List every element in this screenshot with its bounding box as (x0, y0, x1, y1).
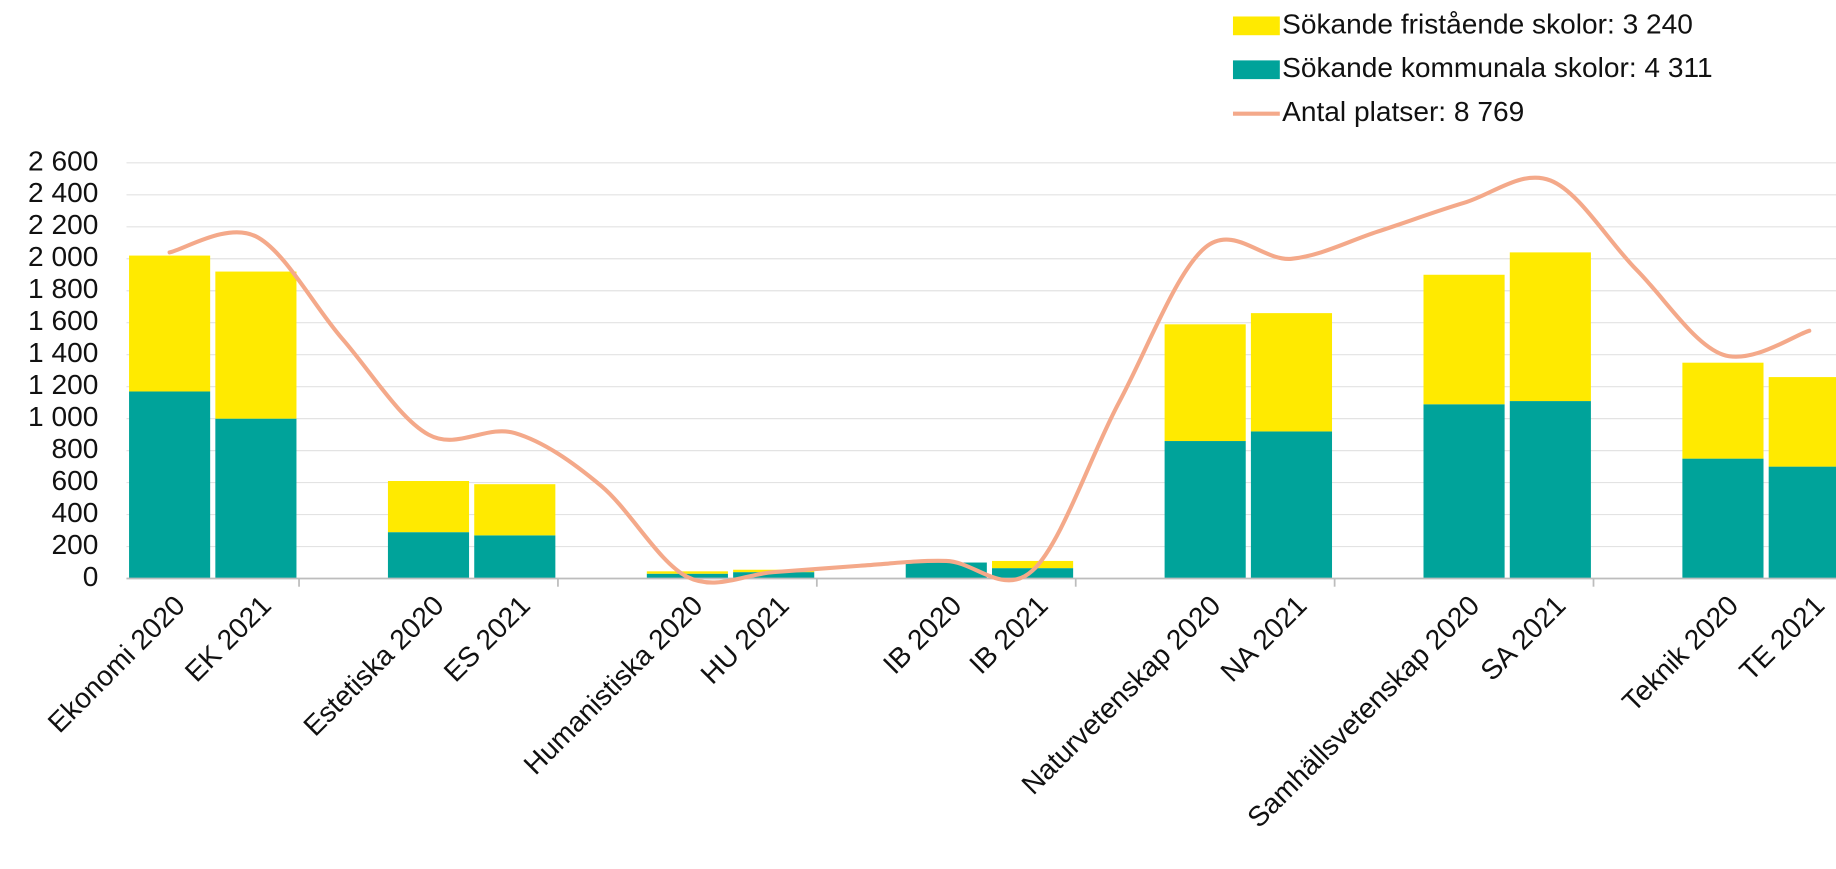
bar (387, 480, 470, 533)
bar (646, 571, 728, 574)
legend-label: Antal platser: 8 769 (1282, 96, 1524, 127)
bar (1509, 401, 1591, 579)
bar (129, 391, 211, 579)
bar (1768, 377, 1836, 467)
bar (1768, 466, 1836, 579)
line (167, 175, 1812, 585)
x-tick-label: Estetiska 2020 (297, 590, 449, 742)
x-tick-label: ES 2021 (438, 590, 536, 688)
bar (474, 484, 556, 536)
x-tick-label: TE 2021 (1733, 590, 1830, 687)
legend-label: Sökande kommunala skolor: 4 311 (1282, 52, 1713, 83)
y-tick-label: 1 600 (28, 305, 98, 336)
bar (1423, 274, 1505, 405)
y-tick-label: 0 (83, 561, 99, 592)
y-tick-label: 2 600 (28, 145, 98, 176)
bar (992, 568, 1074, 579)
legend-swatch (1232, 60, 1280, 80)
x-tick-label: IB 2021 (963, 590, 1053, 680)
bar (1682, 458, 1764, 579)
y-tick-label: 2 200 (28, 209, 98, 240)
x-tick-label: Ekonomi 2020 (42, 590, 191, 739)
y-tick-label: 1 800 (28, 273, 98, 304)
x-tick-label: EK 2021 (179, 590, 277, 688)
bar (1509, 252, 1591, 402)
bar (1250, 313, 1333, 432)
y-tick-label: 1 400 (28, 337, 98, 368)
y-tick-label: 2 400 (28, 177, 98, 208)
bar (1423, 404, 1505, 579)
bar (215, 271, 297, 419)
bar (992, 560, 1074, 569)
bar (215, 418, 297, 579)
bar (1164, 441, 1246, 579)
y-tick-label: 200 (51, 529, 98, 560)
y-tick-label: 800 (51, 433, 98, 464)
y-tick-label: 1 000 (28, 401, 98, 432)
y-tick-label: 1 200 (28, 369, 98, 400)
x-tick-label: IB 2020 (877, 590, 967, 680)
bar (1250, 431, 1333, 579)
legend-label: Sökande fristående skolor: 3 240 (1282, 8, 1693, 39)
y-tick-label: 400 (51, 497, 98, 528)
x-tick-label: NA 2021 (1215, 590, 1313, 688)
bar (1682, 362, 1764, 459)
y-tick-label: 600 (51, 465, 98, 496)
bar (733, 572, 815, 579)
x-tick-label: Teknik 2020 (1616, 590, 1744, 718)
bar (1164, 324, 1246, 442)
bar (387, 532, 470, 579)
legend-swatch (1232, 16, 1280, 36)
bar (129, 255, 211, 392)
x-tick-label: Humanistiska 2020 (518, 590, 709, 781)
x-tick-label: Naturvetenskap 2020 (1016, 590, 1227, 801)
y-tick-label: 2 000 (28, 241, 98, 272)
bar (474, 535, 556, 579)
x-tick-label: SA 2021 (1475, 590, 1572, 687)
x-tick-label: HU 2021 (695, 590, 795, 690)
